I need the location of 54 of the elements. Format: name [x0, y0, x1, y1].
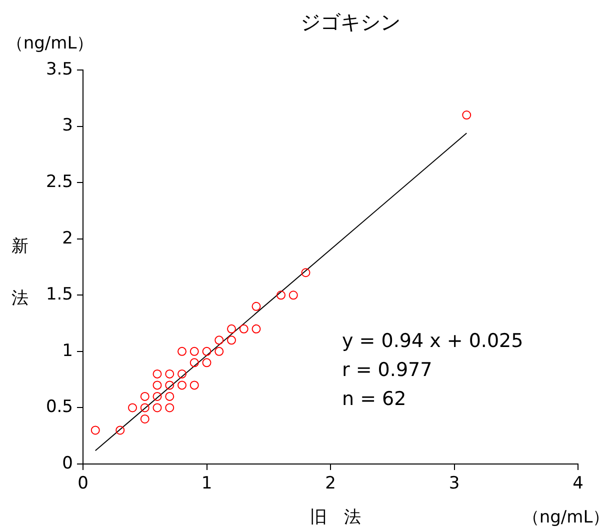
y-tick-label: 2.5 [46, 172, 73, 192]
x-axis-title: 旧 法 [310, 507, 361, 528]
text: 新法 [12, 236, 28, 308]
point [227, 324, 236, 334]
annotation: n = 62 [342, 388, 406, 410]
point [190, 346, 199, 356]
point [202, 358, 212, 368]
y-tick-label: 1.5 [46, 284, 73, 305]
y-tick-label: 2 [62, 228, 73, 248]
point [165, 403, 174, 412]
point [214, 336, 224, 345]
point [301, 268, 310, 278]
y-tick-label: 0.5 [46, 397, 73, 418]
point [165, 392, 174, 401]
point [152, 392, 162, 401]
point [178, 369, 186, 378]
text: （ng/mL） [6, 33, 94, 54]
point [227, 336, 236, 345]
x-tick-label: 0 [78, 474, 88, 494]
point [140, 414, 150, 424]
point [276, 290, 286, 300]
point [288, 290, 298, 300]
point [90, 426, 100, 435]
point [152, 380, 162, 390]
point [239, 324, 248, 334]
point [190, 380, 199, 390]
point [202, 346, 212, 356]
point [140, 392, 150, 401]
point [178, 380, 186, 390]
y-tick-label: 3.5 [46, 59, 73, 80]
x-tick-label: 2 [325, 474, 336, 494]
point [165, 380, 174, 390]
x-tick-label: 4 [572, 474, 584, 494]
point [190, 358, 199, 368]
point [214, 346, 224, 356]
y-tick-label: 3 [62, 116, 73, 136]
point [165, 369, 174, 378]
point [116, 426, 125, 435]
point [252, 302, 261, 311]
point [140, 403, 150, 412]
chart-title: ジゴキシン [300, 10, 400, 34]
point [178, 346, 186, 356]
point [252, 324, 261, 334]
annotation: r = 0.977 [342, 358, 432, 381]
point [152, 403, 162, 412]
point [152, 369, 162, 378]
y-tick-label: 1 [62, 340, 73, 361]
annotation: y = 0.94 x + 0.025 [342, 330, 524, 352]
y-tick-label: 0 [62, 453, 73, 474]
x-tick-label: 3 [448, 474, 460, 494]
x-tick-label: 1 [201, 474, 212, 494]
text: （ng/mL） [522, 507, 610, 528]
point [462, 110, 472, 120]
point [128, 403, 137, 412]
